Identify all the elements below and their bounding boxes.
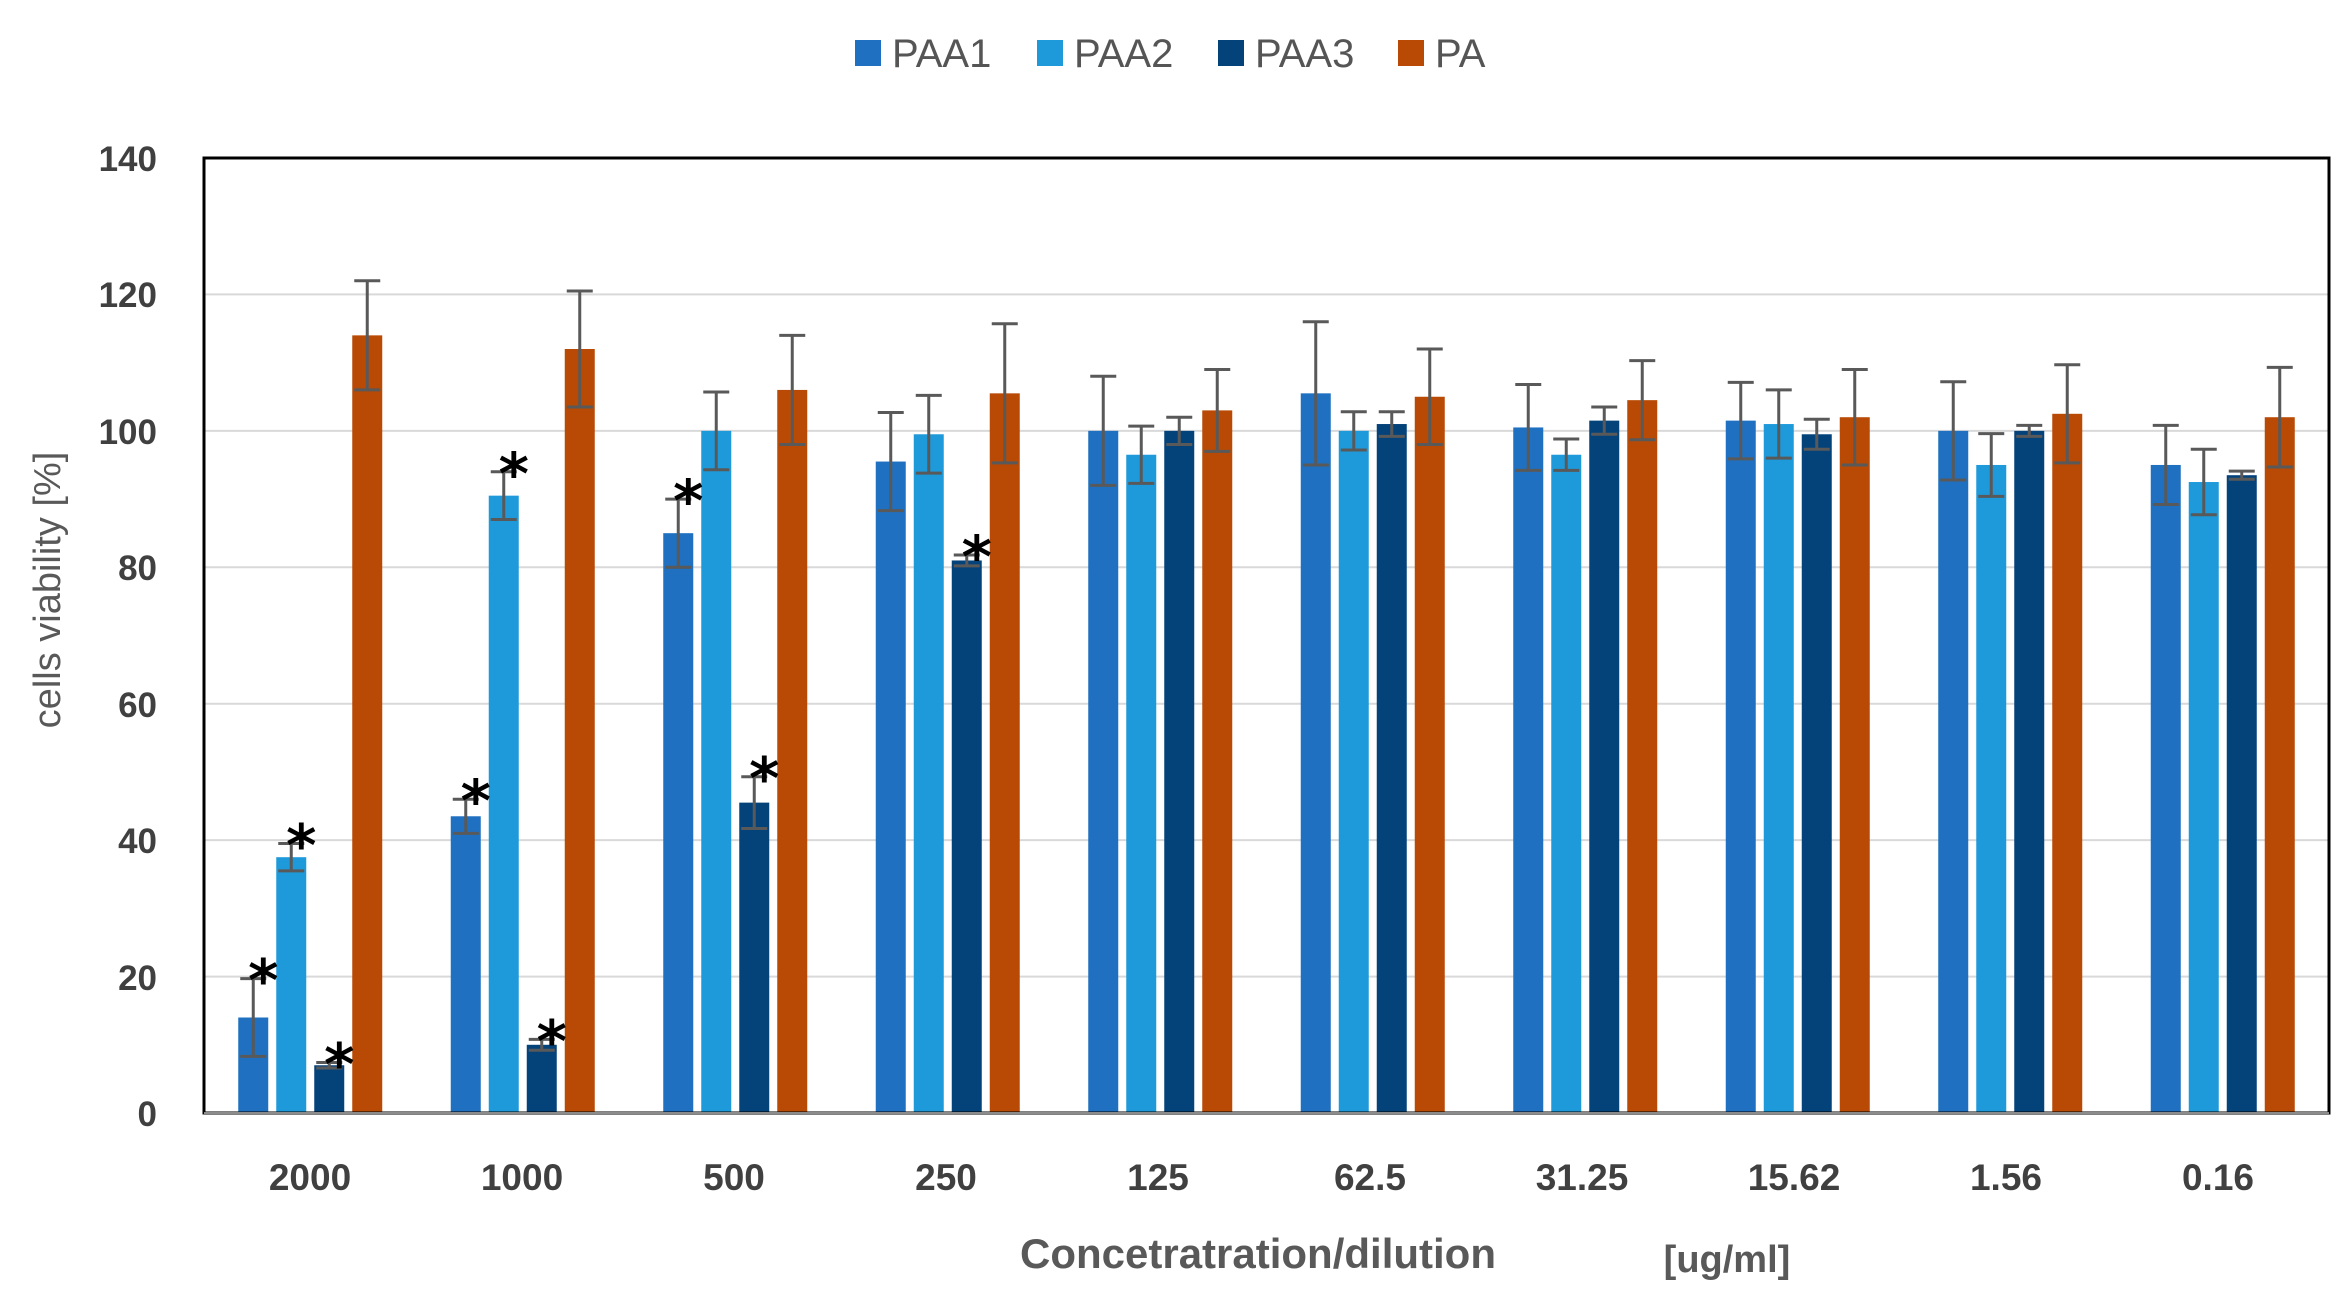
bar-paa2 [1126, 454, 1157, 1113]
y-tick-label: 60 [118, 686, 157, 725]
x-axis-unit: [ug/ml] [1664, 1239, 1791, 1281]
bar-paa2 [913, 434, 944, 1114]
bar-pa [989, 393, 1020, 1113]
y-tick-label: 100 [99, 413, 157, 452]
bar-pa [1202, 410, 1233, 1114]
x-tick-label: 62.5 [1334, 1157, 1406, 1198]
x-tick-label: 2000 [269, 1157, 351, 1198]
significance-markers: ********* [248, 440, 992, 1099]
legend-label-paa2: PAA2 [1074, 32, 1173, 76]
y-tick-label: 0 [138, 1095, 157, 1134]
legend-swatch-paa3 [1218, 40, 1244, 66]
bar-paa2 [701, 430, 732, 1113]
bar-paa3 [1589, 420, 1620, 1113]
bar-pa [564, 349, 595, 1113]
bar-paa1 [875, 461, 906, 1113]
bar-paa3 [314, 1065, 345, 1113]
bar-paa2 [1976, 464, 2007, 1113]
legend-swatch-pa [1398, 40, 1424, 66]
y-tick-label: 80 [118, 549, 157, 588]
bar-paa1 [1300, 393, 1331, 1113]
x-tick-label: 0.16 [2182, 1157, 2254, 1198]
bar-pa [777, 389, 808, 1113]
bar-paa3 [1376, 424, 1407, 1113]
bar-pa [2264, 417, 2295, 1113]
y-tick-labels: 0 20 40 60 80 100 120 140 [99, 140, 157, 1134]
bar-paa3 [739, 802, 770, 1113]
bar-paa3 [526, 1044, 557, 1113]
significance-star: * [324, 1031, 354, 1099]
y-axis-title: cells viability [%] [27, 452, 69, 729]
bar-paa3 [951, 560, 982, 1113]
bar-paa1 [450, 816, 481, 1113]
y-tick-label: 40 [118, 822, 157, 861]
x-tick-label: 500 [703, 1157, 765, 1198]
y-tick-label: 20 [118, 959, 157, 998]
x-tick-label: 1.56 [1970, 1157, 2042, 1198]
bar-paa2 [2188, 482, 2219, 1114]
bar-paa3 [1164, 430, 1195, 1113]
bar-paa2 [488, 495, 519, 1113]
significance-star: * [749, 745, 779, 813]
significance-star: * [962, 523, 992, 591]
bars [238, 335, 2295, 1114]
bar-paa2 [276, 857, 307, 1113]
legend-label-pa: PA [1435, 32, 1486, 76]
axes [202, 156, 2331, 1115]
x-tick-label: 250 [915, 1157, 977, 1198]
y-tick-label: 120 [99, 276, 157, 315]
bar-paa3 [2014, 430, 2045, 1113]
bar-paa2 [1551, 454, 1582, 1113]
bar-paa1 [1513, 427, 1544, 1114]
bar-paa2 [1763, 424, 1794, 1113]
plot-frame [202, 156, 2331, 1115]
significance-star: * [248, 947, 278, 1015]
bar-paa1 [663, 533, 694, 1113]
bar-paa1 [1088, 430, 1119, 1113]
gridlines [204, 293, 2329, 978]
bar-paa1 [2150, 464, 2181, 1113]
x-tick-label: 31.25 [1536, 1157, 1629, 1198]
bar-pa [1414, 396, 1445, 1113]
significance-star: * [286, 812, 316, 880]
bar-paa2 [1338, 430, 1369, 1113]
significance-star: * [537, 1007, 567, 1075]
x-axis-title: Concetratration/dilution [1020, 1230, 1496, 1277]
x-tick-label: 15.62 [1748, 1157, 1841, 1198]
bar-pa [1627, 400, 1658, 1113]
legend: PAA1 PAA2 PAA3 PA [855, 32, 1486, 76]
bar-paa1 [1725, 420, 1756, 1113]
x-tick-labels: 2000 1000 500 250 125 62.5 31.25 15.62 1… [269, 1157, 2254, 1198]
bar-paa3 [1801, 434, 1832, 1114]
bar-pa [1839, 417, 1870, 1113]
significance-star: * [673, 467, 703, 535]
bar-pa [2052, 413, 2083, 1113]
x-tick-label: 1000 [481, 1157, 563, 1198]
significance-star: * [461, 767, 491, 835]
error-bars [240, 279, 2293, 1070]
legend-swatch-paa2 [1037, 40, 1063, 66]
legend-swatch-paa1 [855, 40, 881, 66]
legend-label-paa1: PAA1 [892, 32, 991, 76]
y-tick-label: 140 [99, 140, 157, 179]
legend-label-paa3: PAA3 [1255, 32, 1354, 76]
bar-pa [352, 335, 383, 1113]
bar-paa3 [2226, 475, 2257, 1114]
significance-star: * [499, 440, 529, 508]
x-tick-label: 125 [1127, 1157, 1189, 1198]
bar-paa1 [1938, 430, 1969, 1113]
